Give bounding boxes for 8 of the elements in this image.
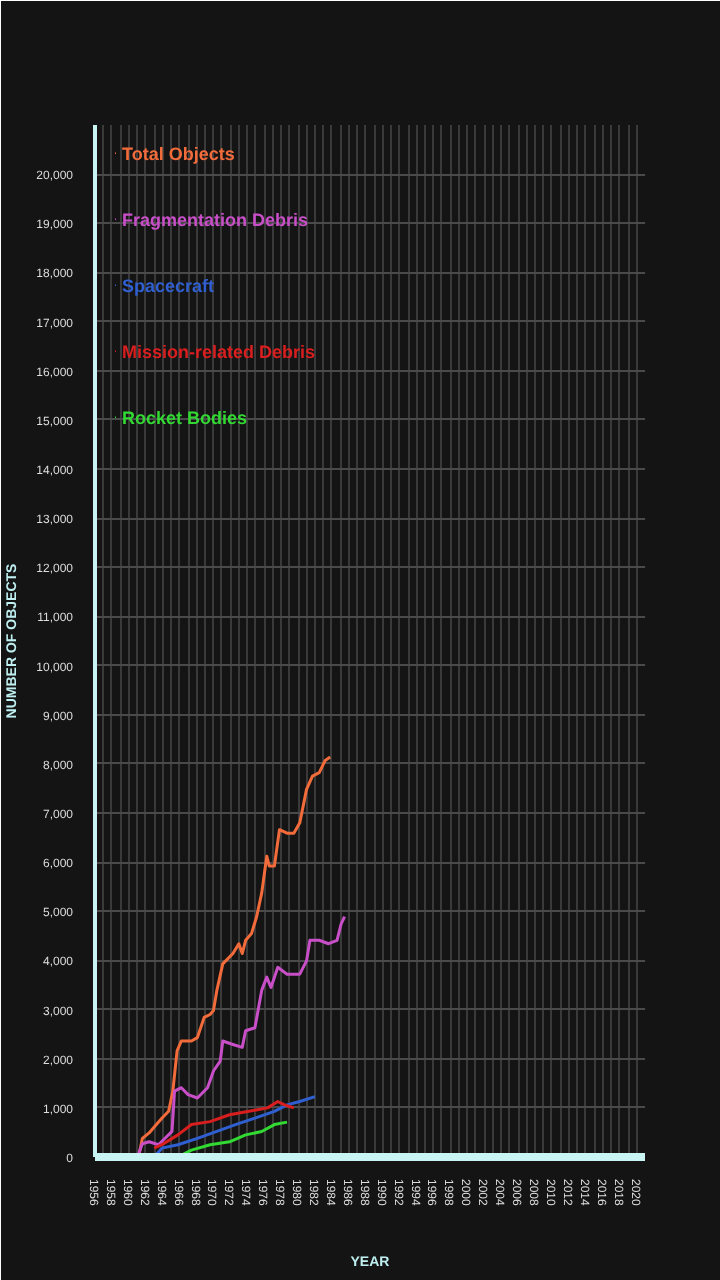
line-series (135, 915, 347, 1157)
legend-label: Rocket Bodies (122, 405, 250, 431)
line-series (152, 1095, 317, 1157)
legend-label: Fragmentation Debris (122, 207, 311, 234)
legend-label: Spacecraft (122, 273, 217, 300)
legend-label: Total Objects (122, 141, 237, 168)
legend-label: Mission-related Debris (122, 339, 318, 365)
line-series (152, 1099, 296, 1150)
